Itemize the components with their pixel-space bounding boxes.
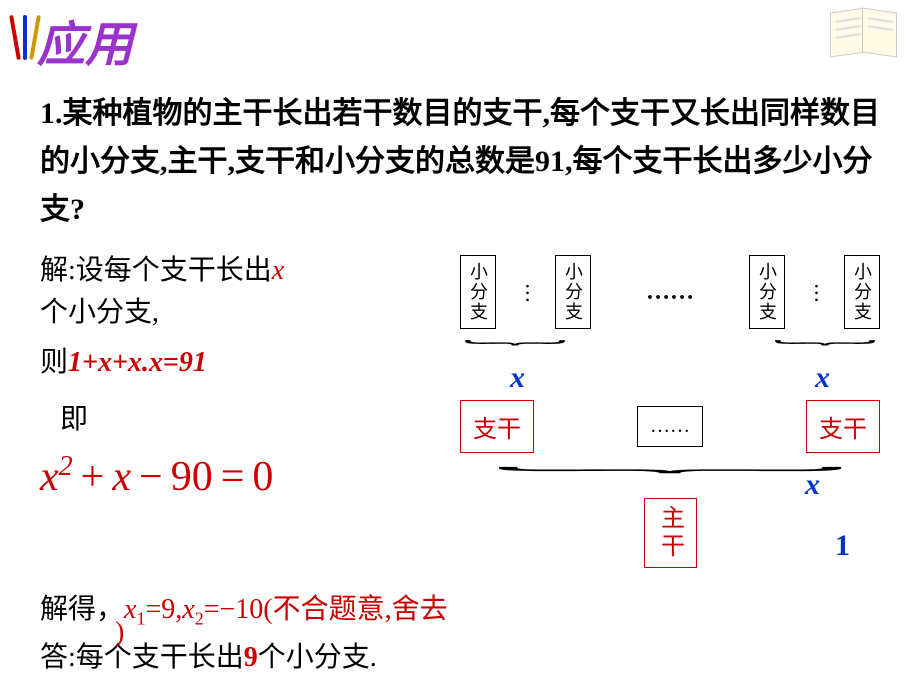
roots-pre: 解得， <box>40 594 124 625</box>
leaf-group-right: 小分支 ︙ 小分支 <box>749 255 880 329</box>
sol2-eq: 1+x+x.x=91 <box>68 347 207 378</box>
branch-box: 支干 <box>806 400 880 453</box>
eq-x1: x <box>40 454 59 500</box>
ans-num: 9 <box>244 642 258 673</box>
vdots-icon: ︙ <box>800 283 829 301</box>
quadratic-equation: x2+x−90=0 <box>40 451 440 501</box>
leaf-box: 小分支 <box>555 255 591 329</box>
hdots: …… <box>646 279 694 306</box>
header-title: 应用 <box>37 5 133 75</box>
problem-text: 1.某种植物的主干长出若干数目的支干,每个支干又长出同样数目的小分支,主干,支干… <box>40 90 880 234</box>
trunk-box: 主干 <box>644 498 697 568</box>
solution-line3: 即 <box>60 399 440 441</box>
slide-header: 应用 <box>5 5 133 75</box>
problem-number: 1. <box>40 97 63 130</box>
close-paren: ) <box>115 617 124 649</box>
eq-x2: x <box>112 454 131 500</box>
branch-row: 支干 …… 支干 <box>460 400 880 453</box>
eq-zero: 0 <box>252 454 273 500</box>
pens-icon <box>5 15 45 65</box>
solution-line2: 则1+x+x.x=91 <box>40 342 440 384</box>
eq-eq: = <box>221 454 245 500</box>
eq-sup: 2 <box>59 451 73 482</box>
tree-diagram: 小分支 ︙ 小分支 …… 小分支 ︙ 小分支 ︸ ︸ x x 支干 …… 支干 … <box>460 255 880 568</box>
x-labels-top: x x <box>460 361 880 395</box>
one-label: 1 <box>835 529 850 563</box>
x-label: x <box>510 361 525 395</box>
brace-icon: ︸ <box>445 334 585 365</box>
solution-area: 解:设每个支干长出x 个小分支, 则1+x+x.x=91 即 x2+x−90=0 <box>40 250 440 501</box>
trunk-row: x 主干 1 <box>460 498 880 568</box>
eq-plus: + <box>81 454 105 500</box>
x-label-mid: x <box>805 468 820 502</box>
final-answer: 答:每个支干长出9个小分支. ) <box>40 635 377 675</box>
ans-post: 个小分支. <box>258 642 377 673</box>
sol1-var: x <box>272 255 284 286</box>
x-label: x <box>815 361 830 395</box>
leaf-group-left: 小分支 ︙ 小分支 <box>460 255 591 329</box>
brace-icon: ︸ <box>490 460 850 495</box>
eq-minus: − <box>139 454 163 500</box>
leaf-box: 小分支 <box>460 255 496 329</box>
dots-box: …… <box>637 406 703 447</box>
ans-pre: 答:每个支干长出 <box>40 642 244 673</box>
sol2-pre: 则 <box>40 347 68 378</box>
eq-90: 90 <box>171 454 213 500</box>
brace-icon: ︸ <box>755 334 895 365</box>
solution-roots: 解得，x1=9,x2=−10(不合题意,舍去 <box>40 587 448 630</box>
sol1-pre: 解:设每个支干长出 <box>40 255 272 286</box>
leaf-box: 小分支 <box>844 255 880 329</box>
book-icon <box>830 10 900 60</box>
solution-line1b: 个小分支, <box>40 292 440 334</box>
branch-box: 支干 <box>460 400 534 453</box>
vdots-icon: ︙ <box>511 283 540 301</box>
leaf-row: 小分支 ︙ 小分支 …… 小分支 ︙ 小分支 <box>460 255 880 329</box>
leaf-box: 小分支 <box>749 255 785 329</box>
problem-body: 某种植物的主干长出若干数目的支干,每个支干又长出同样数目的小分支,主干,支干和小… <box>40 97 880 226</box>
solution-line1: 解:设每个支干长出x <box>40 250 440 292</box>
